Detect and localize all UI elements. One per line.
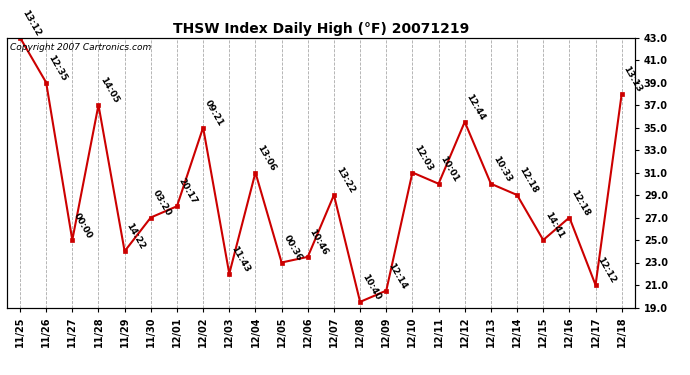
Text: 00:36: 00:36 bbox=[282, 233, 304, 262]
Text: 12:12: 12:12 bbox=[595, 256, 618, 285]
Text: 13:12: 13:12 bbox=[20, 8, 42, 38]
Text: 14:41: 14:41 bbox=[543, 210, 566, 240]
Text: 13:22: 13:22 bbox=[334, 166, 356, 195]
Text: 12:44: 12:44 bbox=[465, 92, 487, 122]
Text: 10:46: 10:46 bbox=[308, 228, 330, 257]
Text: 12:18: 12:18 bbox=[517, 166, 539, 195]
Text: 20:17: 20:17 bbox=[177, 177, 199, 206]
Text: 11:43: 11:43 bbox=[229, 244, 251, 274]
Text: 12:03: 12:03 bbox=[413, 143, 435, 172]
Text: 10:33: 10:33 bbox=[491, 154, 513, 184]
Text: 00:00: 00:00 bbox=[72, 211, 94, 240]
Text: 14:05: 14:05 bbox=[99, 76, 121, 105]
Text: 12:35: 12:35 bbox=[46, 53, 68, 82]
Text: 10:01: 10:01 bbox=[439, 154, 460, 184]
Text: 03:20: 03:20 bbox=[151, 188, 172, 218]
Text: 12:18: 12:18 bbox=[569, 188, 591, 218]
Title: THSW Index Daily High (°F) 20071219: THSW Index Daily High (°F) 20071219 bbox=[172, 22, 469, 36]
Text: 13:13: 13:13 bbox=[622, 64, 644, 94]
Text: 14:22: 14:22 bbox=[125, 222, 147, 251]
Text: 12:14: 12:14 bbox=[386, 261, 408, 291]
Text: 09:21: 09:21 bbox=[203, 98, 225, 128]
Text: 10:40: 10:40 bbox=[360, 273, 382, 302]
Text: 13:06: 13:06 bbox=[255, 143, 277, 172]
Text: Copyright 2007 Cartronics.com: Copyright 2007 Cartronics.com bbox=[10, 43, 151, 52]
